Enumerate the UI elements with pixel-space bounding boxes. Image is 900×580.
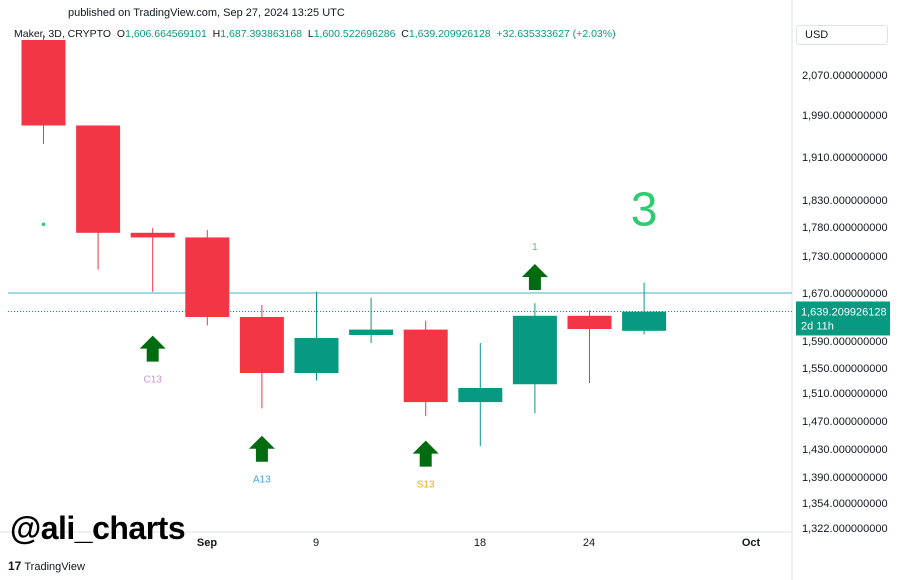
signal-label: S13 — [417, 480, 435, 491]
signal-label: C13 — [144, 375, 163, 386]
published-note: published on TradingView.com, Sep 27, 20… — [68, 7, 345, 19]
candle-body[interactable] — [185, 237, 230, 317]
candle-body[interactable] — [130, 232, 175, 238]
close-label: C — [401, 28, 409, 40]
buy-arrow-icon — [412, 440, 439, 467]
bar-countdown: 2d 11h — [801, 320, 834, 332]
price-tick-label: 1,830.000000000 — [802, 195, 888, 207]
change-value: +32.635333627 (+2.03%) — [496, 28, 616, 40]
high-value: 1,687.393863168 — [220, 28, 303, 40]
time-tick-label: 9 — [313, 537, 319, 549]
price-tick-label: 1,390.000000000 — [802, 472, 888, 484]
close-value: 1,639.209926128 — [408, 28, 491, 40]
high-label: H — [212, 28, 221, 40]
tv-logo-icon: 17 — [8, 559, 22, 573]
time-tick-label: 24 — [583, 537, 595, 549]
tradingview-logo[interactable]: 17 TradingView — [8, 559, 85, 573]
candle-body[interactable] — [349, 329, 394, 335]
signal-label: A13 — [253, 475, 271, 486]
author-watermark: @ali_charts — [10, 510, 186, 546]
last-price-tag[interactable] — [796, 301, 890, 336]
candle-body[interactable] — [21, 40, 66, 126]
low-label: L — [307, 28, 314, 40]
price-tick-label: 1,550.000000000 — [802, 363, 888, 375]
price-tick-label: 1,322.000000000 — [802, 523, 888, 535]
tv-logo-text: TradingView — [24, 561, 85, 573]
price-tick-label: 1,990.000000000 — [802, 110, 888, 122]
time-tick-label: 18 — [474, 537, 486, 549]
price-tick-label: 1,730.000000000 — [802, 251, 888, 263]
buy-arrow-icon — [521, 264, 548, 291]
price-tick-label: 1,430.000000000 — [802, 444, 888, 456]
candle-body[interactable] — [512, 315, 557, 385]
open-label: O — [116, 28, 126, 40]
price-tick-label: 1,590.000000000 — [802, 336, 888, 348]
low-value: 1,600.522696286 — [313, 28, 396, 40]
buy-arrow-icon — [248, 435, 275, 462]
candle-body[interactable] — [567, 315, 612, 329]
candle-body[interactable] — [76, 125, 121, 233]
buy-arrow-icon — [139, 335, 166, 362]
time-tick-label: Oct — [742, 537, 761, 549]
price-tick-label: 2,070.000000000 — [802, 70, 888, 82]
candle-body[interactable] — [239, 317, 284, 373]
currency-button[interactable]: USD — [796, 25, 888, 45]
price-tick-label: 1,670.000000000 — [802, 288, 888, 300]
signal-dot — [41, 222, 46, 227]
candle-body[interactable] — [622, 311, 667, 331]
symbol-legend: Maker, 3D, CRYPTO O1,606.664569101 H1,68… — [14, 28, 616, 40]
candle-body[interactable] — [294, 338, 339, 373]
signal-label: 1 — [532, 242, 538, 253]
price-tick-label: 1,780.000000000 — [802, 222, 888, 234]
time-tick-label: Sep — [197, 537, 217, 549]
open-value: 1,606.664569101 — [125, 28, 207, 40]
price-tick-label: 1,510.000000000 — [802, 388, 888, 400]
signal-count-label: 3 — [631, 184, 658, 237]
price-tick-label: 1,470.000000000 — [802, 416, 888, 428]
price-tick-label: 1,354.000000000 — [802, 498, 888, 510]
last-price-value: 1,639.209926128 — [801, 306, 887, 318]
candle-body[interactable] — [458, 388, 503, 403]
symbol-name[interactable]: Maker, 3D, CRYPTO — [14, 28, 112, 40]
candle-body[interactable] — [403, 329, 448, 403]
price-tick-label: 1,910.000000000 — [802, 152, 888, 164]
